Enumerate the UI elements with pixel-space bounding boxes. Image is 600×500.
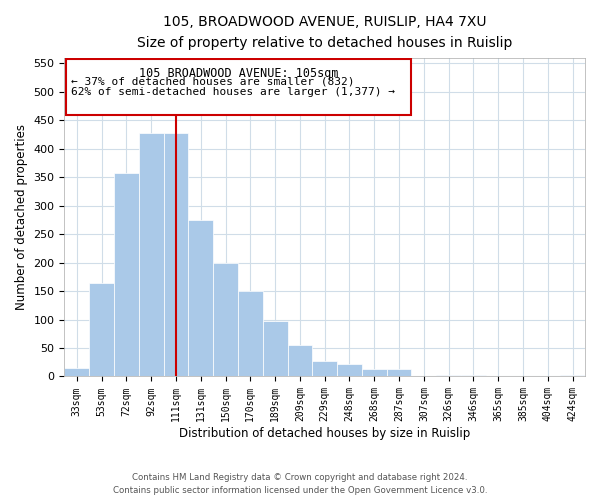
Bar [188, 220, 213, 376]
Bar [337, 364, 362, 376]
Bar [64, 368, 89, 376]
Text: Contains HM Land Registry data © Crown copyright and database right 2024.
Contai: Contains HM Land Registry data © Crown c… [113, 474, 487, 495]
Y-axis label: Number of detached properties: Number of detached properties [15, 124, 28, 310]
Bar [461, 375, 486, 376]
Bar [263, 322, 287, 376]
Bar [139, 133, 164, 376]
Bar [436, 375, 461, 376]
Text: 105 BROADWOOD AVENUE: 105sqm: 105 BROADWOOD AVENUE: 105sqm [139, 68, 338, 80]
Bar [164, 133, 188, 376]
Bar [238, 291, 263, 376]
Bar [213, 262, 238, 376]
Bar [362, 369, 386, 376]
Bar [89, 282, 114, 376]
Bar [386, 368, 412, 376]
Bar [114, 172, 139, 376]
Text: ← 37% of detached houses are smaller (832): ← 37% of detached houses are smaller (83… [71, 76, 354, 86]
FancyBboxPatch shape [65, 59, 412, 114]
Bar [313, 360, 337, 376]
Bar [287, 345, 313, 376]
Title: 105, BROADWOOD AVENUE, RUISLIP, HA4 7XU
Size of property relative to detached ho: 105, BROADWOOD AVENUE, RUISLIP, HA4 7XU … [137, 15, 512, 50]
X-axis label: Distribution of detached houses by size in Ruislip: Distribution of detached houses by size … [179, 427, 470, 440]
Text: 62% of semi-detached houses are larger (1,377) →: 62% of semi-detached houses are larger (… [71, 88, 395, 98]
